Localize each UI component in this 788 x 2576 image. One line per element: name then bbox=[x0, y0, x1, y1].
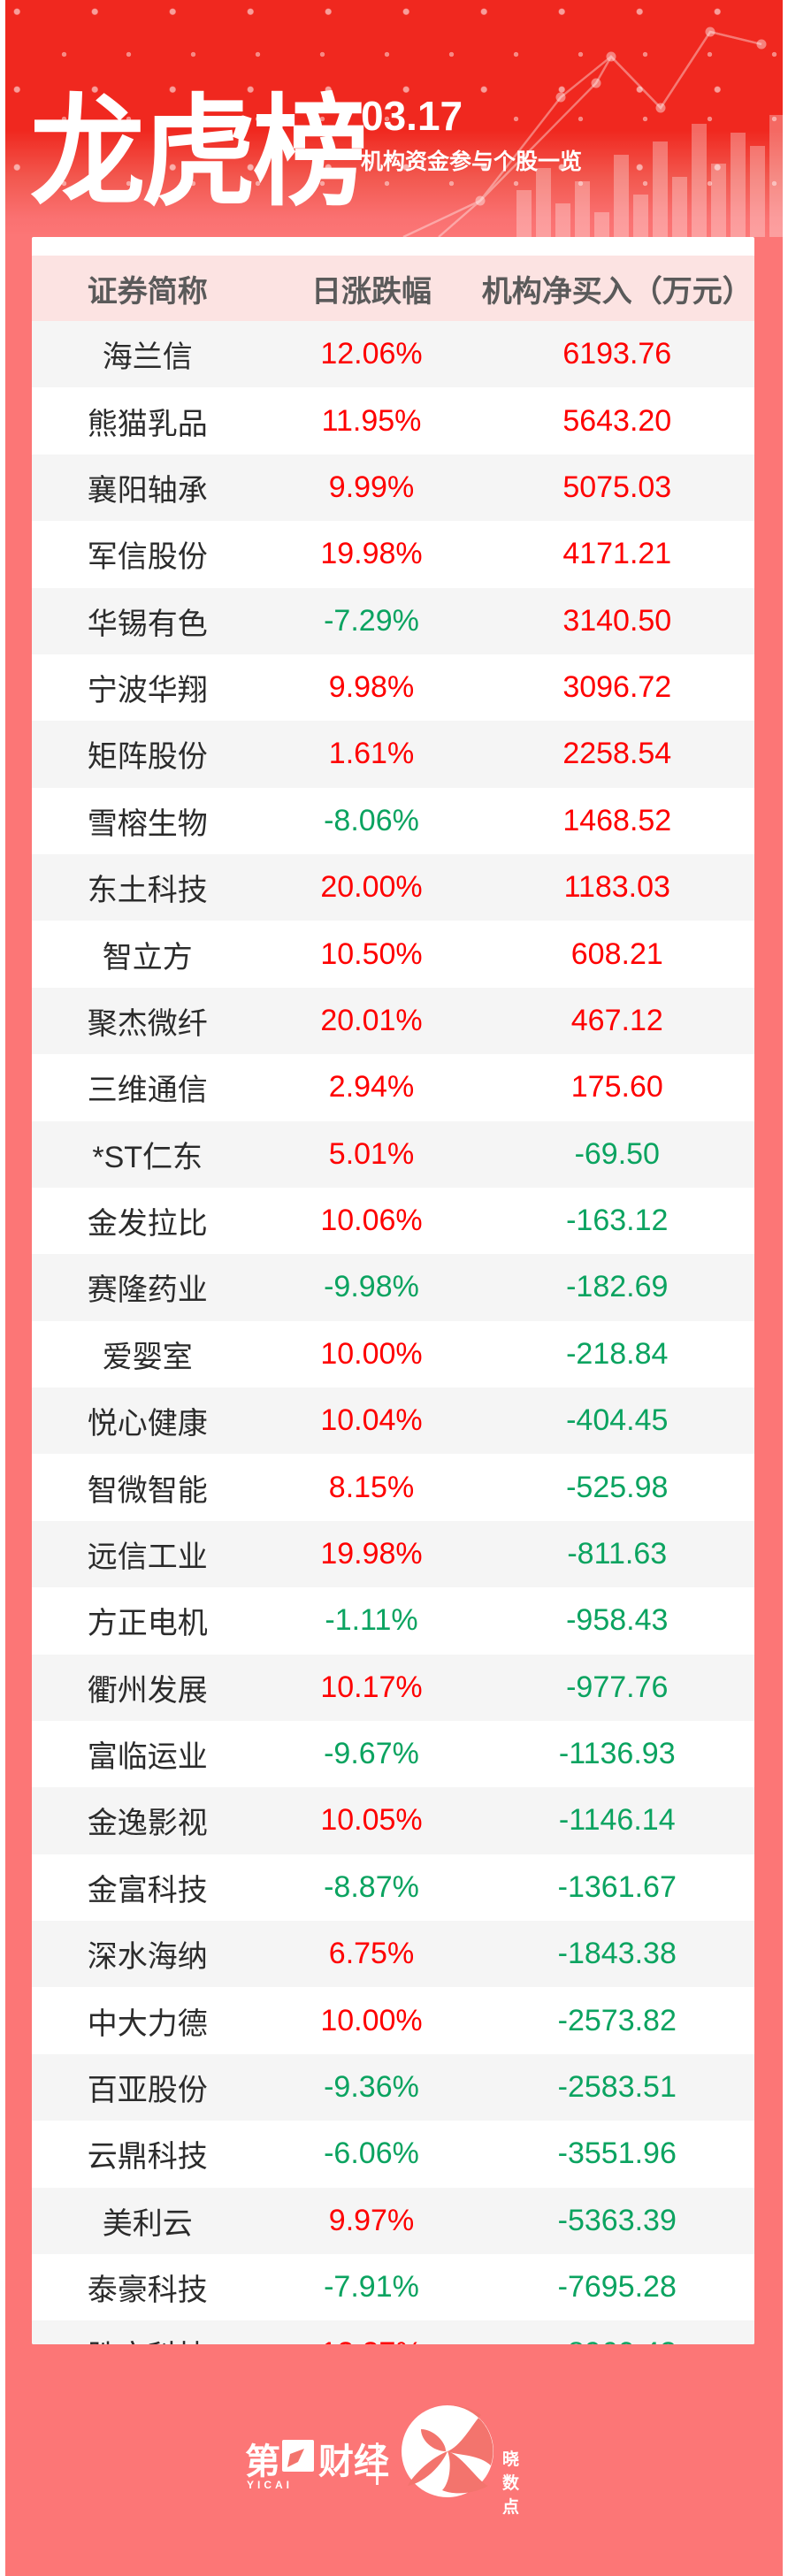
svg-text:YICAI: YICAI bbox=[247, 2479, 293, 2491]
svg-text:晓: 晓 bbox=[502, 2450, 519, 2469]
svg-text:第: 第 bbox=[245, 2442, 280, 2481]
svg-text:点: 点 bbox=[502, 2497, 519, 2517]
svg-text:数: 数 bbox=[502, 2473, 520, 2493]
